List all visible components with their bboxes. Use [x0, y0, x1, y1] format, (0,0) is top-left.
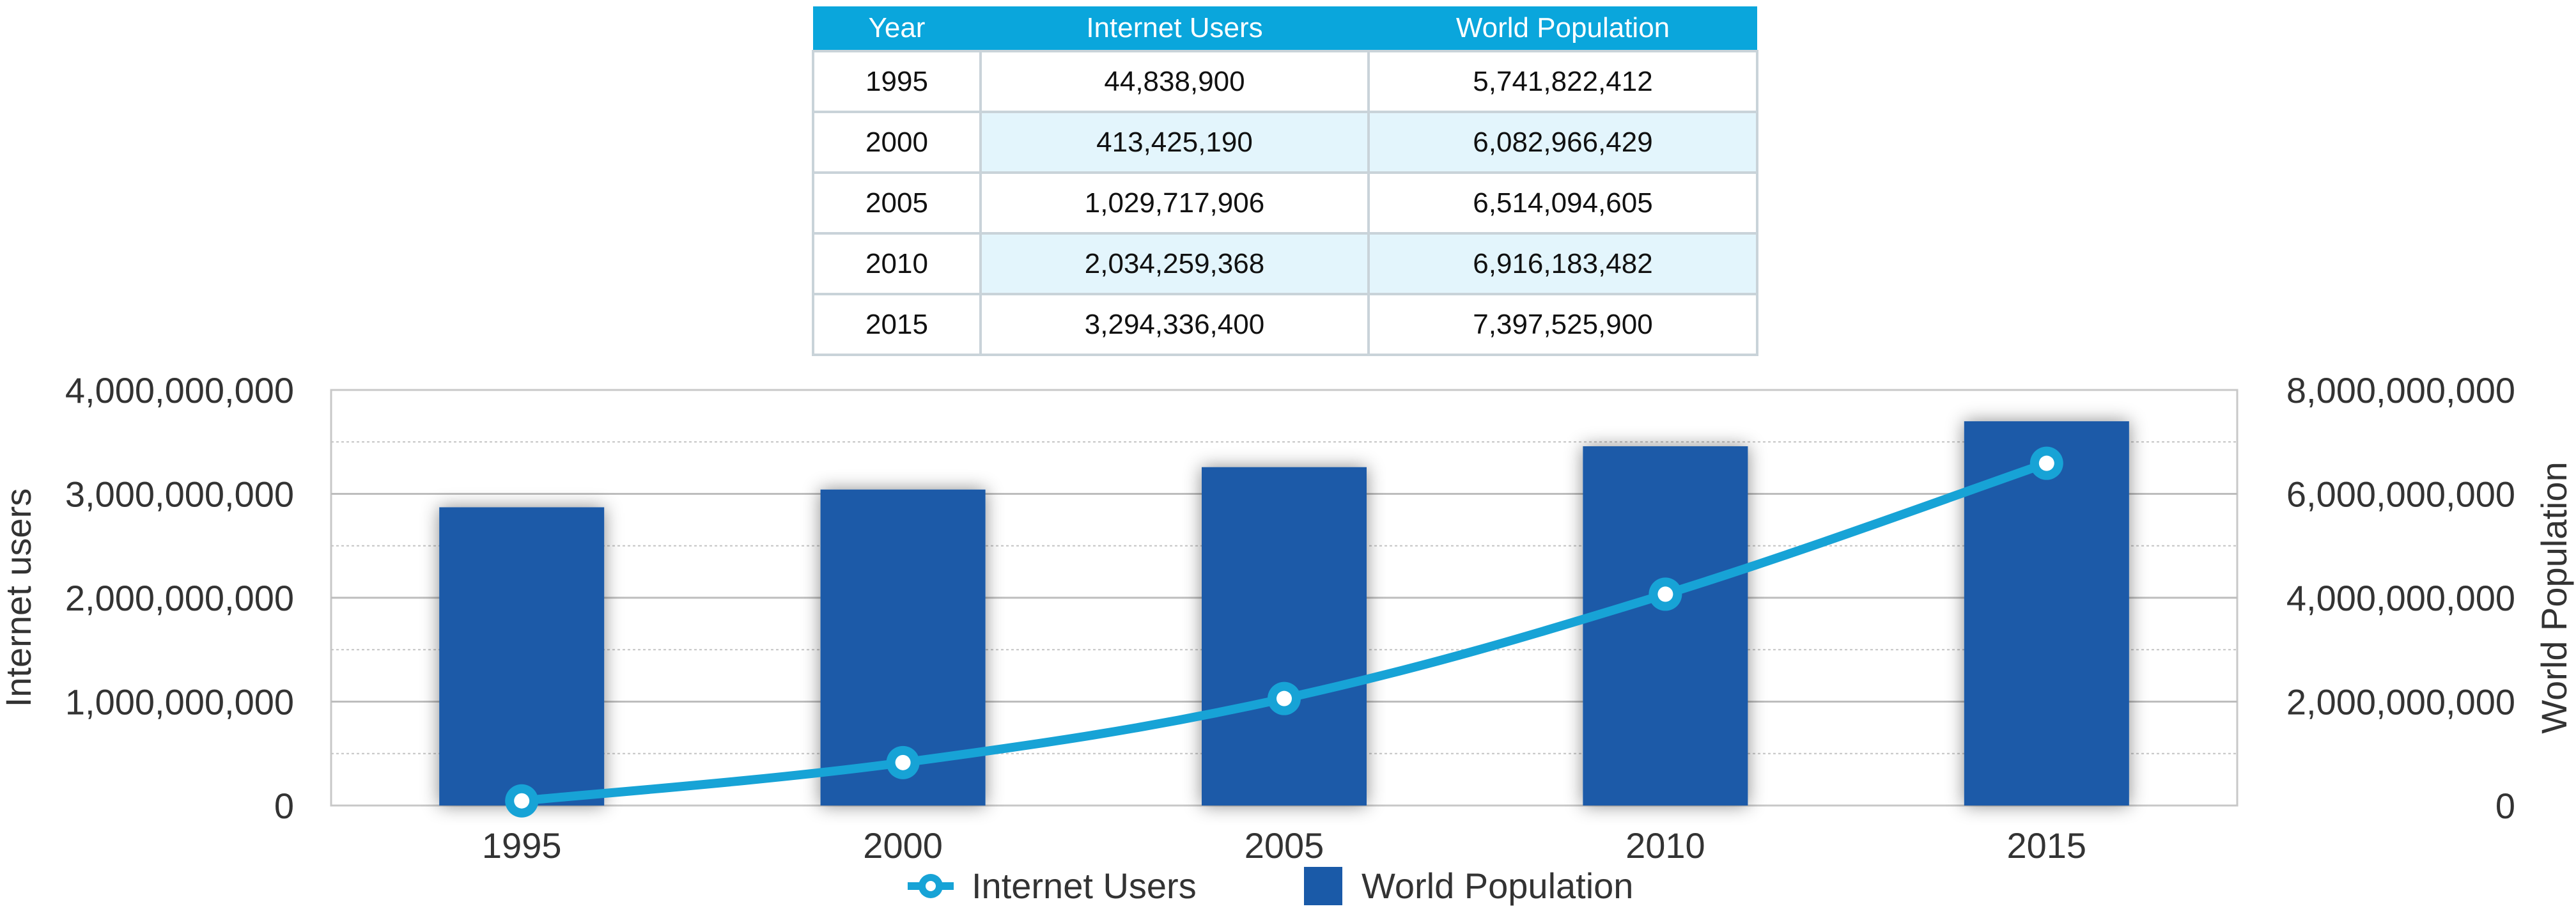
internet-users-cell: 2,034,259,368	[979, 232, 1370, 295]
y-left-tick-label: 2,000,000,000	[65, 578, 294, 618]
internet-users-cell: 413,425,190	[979, 111, 1370, 174]
y-right-tick-label: 0	[2495, 786, 2515, 826]
legend-internet-users-label: Internet Users	[972, 866, 1197, 906]
table-header-row: Year Internet Users World Population	[813, 6, 1757, 51]
x-tick-label: 2000	[863, 825, 943, 866]
year-cell: 2015	[812, 293, 982, 356]
year-cell: 1995	[812, 50, 982, 113]
y-right-tick-label: 6,000,000,000	[2286, 474, 2515, 515]
y-axis-left-label: Internet users	[0, 488, 38, 707]
column-header-internet-users: Internet Users	[981, 6, 1369, 51]
world-population-cell: 6,514,094,605	[1367, 171, 1758, 235]
column-header-year: Year	[813, 6, 981, 51]
table-row: 2010 2,034,259,368 6,916,183,482	[812, 232, 1758, 295]
year-cell: 2005	[812, 171, 982, 235]
internet-users-cell: 44,838,900	[979, 50, 1370, 113]
bar-world-population-2010	[1583, 446, 1748, 806]
world-population-cell: 5,741,822,412	[1367, 50, 1758, 113]
table-row: 2015 3,294,336,400 7,397,525,900	[812, 293, 1758, 356]
point-internet-users-center-2015	[2038, 455, 2054, 471]
x-tick-label: 2005	[1245, 825, 1324, 866]
world-population-cell: 7,397,525,900	[1367, 293, 1758, 356]
y-right-tick-label: 4,000,000,000	[2286, 578, 2515, 618]
legend-world-population-swatch-icon	[1304, 867, 1342, 905]
x-tick-label: 2015	[2007, 825, 2087, 866]
x-tick-label: 1995	[482, 825, 562, 866]
y-right-tick-label: 8,000,000,000	[2286, 370, 2515, 410]
world-population-cell: 6,082,966,429	[1367, 111, 1758, 174]
point-internet-users-center-2000	[895, 754, 911, 770]
y-left-tick-label: 3,000,000,000	[65, 474, 294, 515]
data-table: Year Internet Users World Population 199…	[812, 6, 1758, 356]
table-row: 1995 44,838,900 5,741,822,412	[812, 50, 1758, 113]
year-cell: 2000	[812, 111, 982, 174]
world-population-cell: 6,916,183,482	[1367, 232, 1758, 295]
legend-internet-users-marker-icon	[908, 874, 954, 898]
year-cell: 2010	[812, 232, 982, 295]
point-internet-users-center-1995	[514, 793, 530, 809]
y-right-tick-label: 2,000,000,000	[2286, 682, 2515, 722]
bar-world-population-1995	[439, 507, 605, 806]
y-left-tick-label: 1,000,000,000	[65, 682, 294, 722]
point-internet-users-center-2010	[1657, 586, 1673, 602]
point-internet-users-center-2005	[1276, 690, 1292, 706]
legend: Internet Users World Population	[908, 866, 1633, 906]
legend-world-population-label: World Population	[1362, 866, 1633, 906]
table-row: 2000 413,425,190 6,082,966,429	[812, 111, 1758, 174]
y-axis-right-label: World Population	[2534, 462, 2574, 733]
x-tick-label: 2010	[1626, 825, 1705, 866]
table-row: 2005 1,029,717,906 6,514,094,605	[812, 171, 1758, 235]
y-left-tick-label: 4,000,000,000	[65, 370, 294, 410]
y-left-tick-label: 0	[274, 786, 294, 826]
column-header-world-population: World Population	[1369, 6, 1757, 51]
internet-users-cell: 3,294,336,400	[979, 293, 1370, 356]
internet-users-cell: 1,029,717,906	[979, 171, 1370, 235]
bar-world-population-2005	[1202, 467, 1367, 806]
